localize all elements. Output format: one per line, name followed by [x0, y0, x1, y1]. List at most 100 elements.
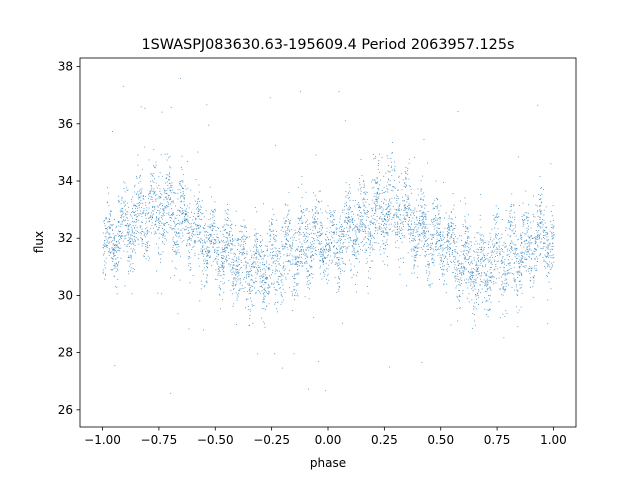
data-point	[465, 281, 467, 283]
data-point	[162, 212, 164, 214]
data-point	[339, 250, 340, 252]
data-point	[176, 246, 178, 248]
data-point	[476, 269, 478, 271]
data-point	[426, 270, 428, 272]
data-point	[362, 230, 364, 232]
data-point	[503, 289, 505, 290]
data-point	[225, 258, 227, 260]
data-point	[271, 256, 273, 258]
data-point	[214, 251, 216, 253]
data-point	[366, 192, 368, 193]
data-point	[189, 236, 191, 238]
data-point	[463, 270, 465, 272]
data-point	[347, 197, 349, 199]
data-point	[540, 247, 542, 249]
data-point	[413, 259, 415, 261]
data-point	[261, 276, 263, 278]
data-point	[541, 202, 543, 204]
data-point	[285, 278, 287, 280]
data-point	[313, 217, 315, 219]
data-point	[190, 267, 192, 269]
data-point	[300, 249, 302, 251]
data-point	[423, 236, 425, 238]
data-point	[318, 190, 320, 192]
data-point	[303, 215, 305, 217]
data-point	[137, 238, 139, 240]
data-point	[103, 247, 104, 249]
data-point	[247, 273, 249, 275]
data-point	[548, 246, 549, 248]
data-point	[453, 228, 455, 229]
data-point	[298, 272, 300, 274]
data-point	[386, 256, 388, 257]
data-point	[388, 179, 390, 181]
data-point	[228, 232, 230, 234]
data-point	[308, 388, 309, 390]
data-point	[486, 284, 488, 286]
data-point	[278, 247, 280, 249]
data-point	[209, 243, 211, 245]
data-point	[391, 165, 392, 167]
data-point	[108, 233, 110, 235]
data-point	[172, 200, 174, 202]
data-point	[244, 276, 245, 278]
data-point	[339, 278, 341, 280]
data-point	[298, 261, 300, 263]
data-point	[511, 241, 513, 243]
data-point	[316, 239, 318, 241]
data-point	[229, 226, 231, 228]
data-point	[280, 287, 282, 289]
data-point	[319, 228, 321, 230]
data-point	[116, 240, 118, 242]
data-point	[408, 226, 410, 227]
data-point	[364, 226, 366, 228]
data-point	[151, 222, 153, 224]
data-point	[375, 242, 377, 244]
data-point	[516, 271, 518, 273]
data-point	[336, 223, 338, 225]
data-point	[147, 232, 149, 234]
data-point	[127, 211, 129, 213]
data-point	[433, 218, 435, 220]
data-point	[267, 255, 269, 257]
data-point	[539, 216, 541, 218]
data-point	[395, 246, 397, 248]
data-point	[232, 234, 233, 236]
data-point	[420, 190, 422, 192]
data-point	[108, 221, 110, 223]
data-point	[528, 244, 530, 246]
data-point	[540, 233, 542, 235]
data-point	[517, 258, 519, 259]
data-point	[131, 232, 133, 234]
data-point	[159, 188, 161, 190]
data-point	[250, 250, 252, 252]
data-point	[421, 216, 423, 218]
data-point	[105, 273, 106, 275]
data-point	[296, 232, 298, 234]
data-point	[442, 231, 444, 233]
data-point	[179, 183, 181, 185]
data-point	[410, 232, 412, 234]
data-point	[141, 168, 143, 170]
data-point	[306, 256, 308, 258]
data-point	[172, 202, 174, 204]
data-point	[255, 241, 257, 242]
data-point	[382, 243, 384, 245]
data-point	[208, 246, 210, 248]
data-point	[411, 250, 412, 252]
data-point	[175, 244, 176, 246]
data-point	[551, 266, 553, 268]
data-point	[451, 234, 453, 236]
data-point	[187, 222, 189, 224]
data-point	[295, 295, 297, 296]
data-point	[357, 218, 359, 220]
data-point	[377, 208, 379, 210]
data-point	[136, 210, 138, 212]
data-point	[331, 235, 333, 237]
data-point	[386, 221, 388, 223]
data-point	[274, 144, 276, 146]
data-point	[503, 241, 505, 243]
data-point	[222, 299, 223, 300]
data-point	[222, 240, 224, 242]
data-point	[268, 268, 270, 270]
